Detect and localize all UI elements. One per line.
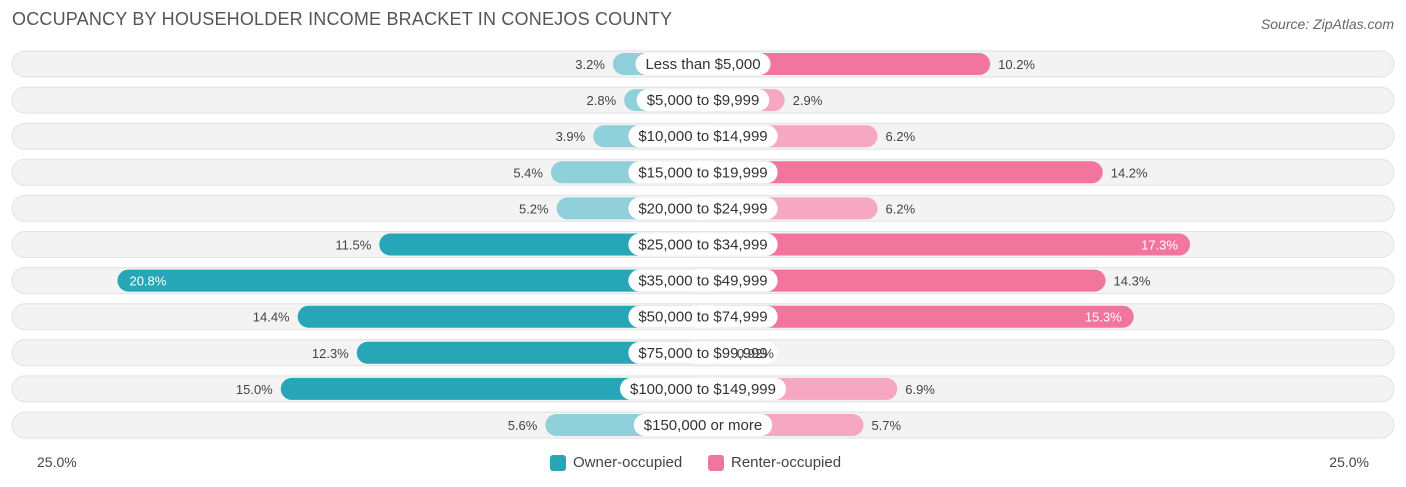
owner-value-label: 20.8% bbox=[129, 274, 166, 289]
legend-owner: Owner-occupied bbox=[550, 454, 682, 471]
owner-value-label: 3.9% bbox=[556, 129, 586, 144]
category-label-bg bbox=[628, 161, 778, 184]
owner-value-label: 5.2% bbox=[519, 201, 549, 216]
owner-value-label: 3.2% bbox=[575, 57, 605, 72]
chart-area: Less than $5,000 3.2% 10.2% $5,000 to $9,99… bbox=[11, 50, 1395, 439]
owner-bar bbox=[356, 341, 703, 364]
category-label-bg bbox=[633, 414, 773, 436]
legend-owner-label: Owner-occupied bbox=[573, 454, 683, 471]
category-label-bg bbox=[635, 53, 771, 75]
owner-bar bbox=[297, 305, 703, 328]
renter-value-label: 15.3% bbox=[1085, 310, 1122, 325]
category-label-bg bbox=[628, 341, 778, 364]
category-label: $50,000 to $74,999 bbox=[638, 309, 767, 326]
category-label: $10,000 to $14,999 bbox=[638, 128, 767, 145]
category-label-bg bbox=[628, 197, 778, 220]
renter-value-label: 0.92% bbox=[737, 346, 774, 361]
owner-value-label: 5.6% bbox=[508, 418, 538, 433]
legend: Owner-occupied Renter-occupied bbox=[0, 452, 1406, 474]
owner-value-label: 14.4% bbox=[253, 310, 290, 325]
owner-value-label: 11.5% bbox=[335, 238, 371, 253]
category-label: $150,000 or more bbox=[644, 417, 762, 434]
owner-value-label: 5.4% bbox=[513, 165, 543, 180]
category-label: $5,000 to $9,999 bbox=[647, 92, 760, 109]
category-label-bg bbox=[620, 377, 786, 400]
chart-title: OCCUPANCY BY HOUSEHOLDER INCOME BRACKET … bbox=[12, 9, 673, 29]
axis-right-label: 25.0% bbox=[1329, 454, 1369, 470]
legend-renter-swatch bbox=[708, 454, 724, 471]
owner-bar bbox=[280, 377, 703, 400]
owner-value-label: 12.3% bbox=[312, 346, 349, 361]
renter-value-label: 10.2% bbox=[998, 57, 1035, 72]
renter-value-label: 6.9% bbox=[905, 382, 935, 397]
category-label-bg bbox=[628, 125, 778, 148]
renter-bar bbox=[703, 53, 991, 75]
legend-renter-label: Renter-occupied bbox=[731, 454, 842, 471]
category-label-bg bbox=[628, 233, 778, 256]
category-label-bg bbox=[628, 269, 778, 292]
category-label: $20,000 to $24,999 bbox=[638, 200, 767, 217]
category-label-bg bbox=[636, 89, 770, 112]
renter-value-label: 6.2% bbox=[886, 129, 916, 144]
category-label: Less than $5,000 bbox=[645, 56, 760, 73]
category-label-bg bbox=[628, 305, 778, 328]
category-label: $25,000 to $34,999 bbox=[638, 237, 767, 254]
owner-value-label: 2.8% bbox=[587, 93, 617, 108]
renter-value-label: 14.3% bbox=[1114, 274, 1151, 289]
renter-bar bbox=[703, 161, 1103, 184]
owner-bar bbox=[379, 233, 703, 256]
renter-value-label: 17.3% bbox=[1141, 238, 1178, 253]
owner-bar bbox=[117, 269, 704, 292]
renter-bar bbox=[703, 269, 1106, 292]
renter-bar bbox=[703, 233, 1190, 256]
source-label: Source: ZipAtlas.com bbox=[1260, 16, 1394, 32]
renter-value-label: 14.2% bbox=[1111, 165, 1148, 180]
category-label: $35,000 to $49,999 bbox=[638, 273, 767, 290]
axis-left-label: 25.0% bbox=[37, 454, 77, 470]
renter-value-label: 5.7% bbox=[871, 418, 901, 433]
owner-value-label: 15.0% bbox=[236, 382, 273, 397]
legend-owner-swatch bbox=[550, 454, 566, 471]
category-label: $75,000 to $99,999 bbox=[638, 345, 767, 362]
category-label: $100,000 to $149,999 bbox=[630, 381, 776, 398]
renter-value-label: 6.2% bbox=[886, 201, 916, 216]
renter-value-label: 2.9% bbox=[793, 93, 823, 108]
renter-bar bbox=[703, 305, 1134, 328]
legend-renter: Renter-occupied bbox=[708, 454, 841, 471]
category-label: $15,000 to $19,999 bbox=[638, 164, 767, 181]
